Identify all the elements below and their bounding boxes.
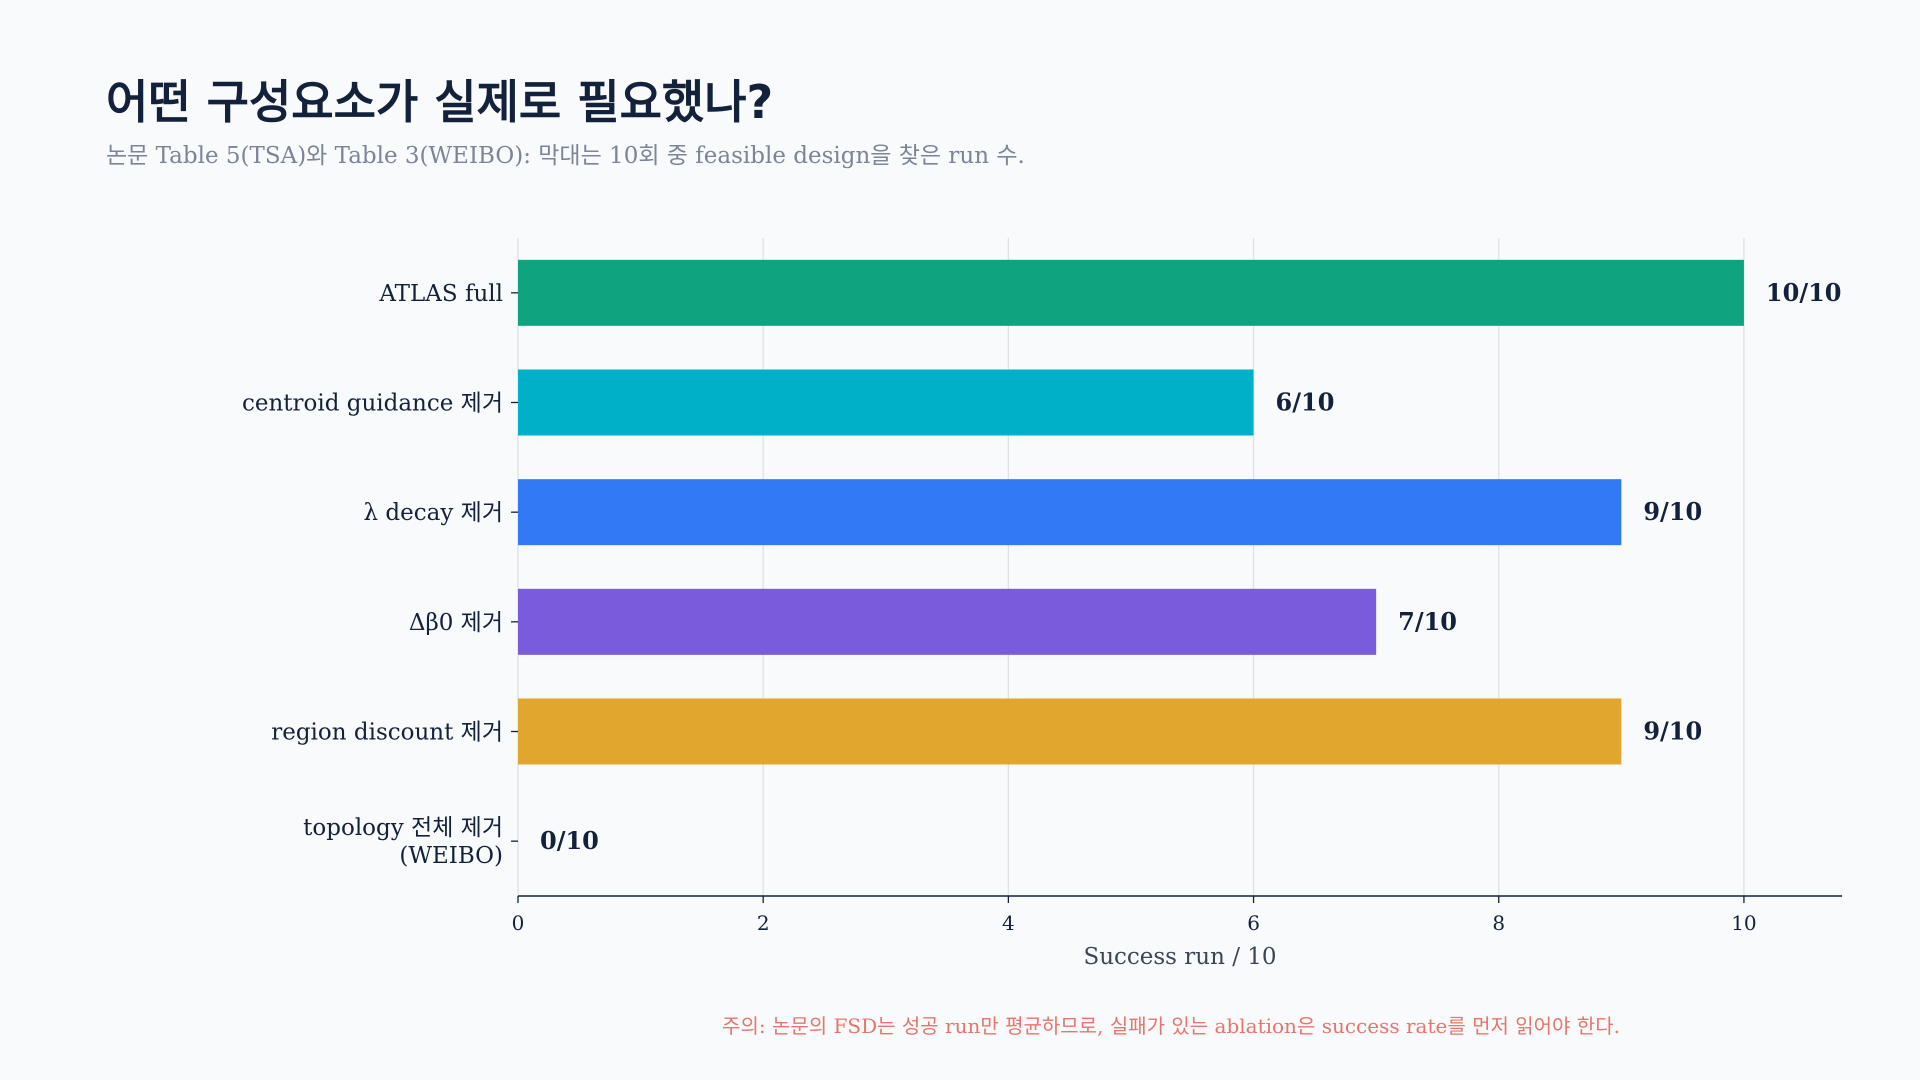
bars — [518, 259, 1744, 765]
value-label: 10/10 — [1766, 278, 1842, 307]
grid-lines — [517, 238, 1745, 896]
category-label: λ decay 제거 — [364, 500, 503, 526]
category-label: topology 전체 제거 — [303, 815, 503, 841]
bar — [518, 479, 1622, 546]
category-label: Δβ0 제거 — [409, 610, 503, 636]
axes — [511, 292, 1842, 903]
value-label: 9/10 — [1643, 717, 1702, 746]
x-tick-label: 4 — [1002, 911, 1015, 935]
category-label: centroid guidance 제거 — [242, 391, 503, 417]
x-tick-label: 2 — [757, 911, 770, 935]
value-label: 7/10 — [1398, 607, 1457, 636]
x-tick-label: 8 — [1492, 911, 1505, 935]
chart-subtitle: 논문 Table 5(TSA)와 Table 3(WEIBO): 막대는 10회… — [106, 143, 1025, 169]
category-label: ATLAS full — [378, 281, 503, 307]
category-label: (WEIBO) — [399, 843, 503, 869]
bar — [518, 369, 1254, 436]
x-tick-label: 0 — [512, 911, 525, 935]
bar — [518, 259, 1744, 326]
category-label: region discount 제거 — [271, 720, 503, 746]
x-tick-label: 6 — [1247, 911, 1260, 935]
bar — [518, 588, 1377, 655]
x-axis-label: Success run / 10 — [1083, 944, 1276, 970]
labels: 10/10 ATLAS full 6/10 centroid guidance 제거 9… — [242, 278, 1842, 970]
value-label: 6/10 — [1276, 388, 1335, 417]
x-tick-label: 10 — [1731, 911, 1756, 935]
footnote: 주의: 논문의 FSD는 성공 run만 평균하므로, 실패가 있는 ablat… — [722, 1014, 1620, 1038]
value-label: 0/10 — [540, 826, 599, 855]
bar — [518, 698, 1622, 765]
chart-title: 어떤 구성요소가 실제로 필요했나? — [106, 75, 774, 129]
value-label: 9/10 — [1643, 497, 1702, 526]
